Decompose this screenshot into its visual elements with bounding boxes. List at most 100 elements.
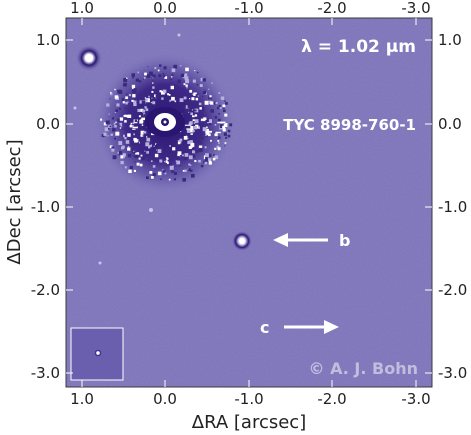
speckle	[198, 159, 201, 163]
speckle	[141, 156, 146, 161]
speckle	[164, 160, 166, 163]
speckle	[138, 80, 142, 83]
speckle	[171, 76, 173, 78]
speckle	[140, 134, 143, 137]
speckle	[184, 153, 189, 157]
speckle	[115, 131, 120, 136]
faint-source	[149, 208, 153, 212]
speckle	[194, 109, 197, 112]
speckle	[187, 140, 191, 145]
speckle	[198, 142, 200, 144]
speckle	[149, 171, 153, 174]
speckle	[153, 145, 155, 147]
speckle	[171, 170, 174, 173]
speckle	[209, 129, 212, 132]
speckle	[184, 73, 188, 77]
speckle	[189, 89, 193, 93]
speckle	[208, 100, 212, 105]
speckle	[185, 84, 188, 87]
x-ticks-bottom: 1.0 0.0 -1.0 -2.0 -3.0	[70, 390, 431, 408]
speckle	[204, 100, 209, 105]
speckle	[129, 99, 131, 101]
speckle	[136, 119, 138, 121]
speckle	[222, 109, 226, 113]
speckle	[214, 155, 219, 160]
speckle	[191, 173, 195, 178]
speckle	[222, 125, 226, 129]
speckle	[109, 98, 111, 100]
speckle	[168, 94, 171, 96]
speckle	[127, 153, 132, 158]
speckle	[165, 152, 167, 154]
speckle	[150, 104, 152, 107]
speckle	[177, 151, 182, 156]
speckle	[135, 154, 139, 159]
speckle	[190, 143, 195, 148]
speckle	[197, 95, 199, 97]
speckle	[213, 101, 217, 105]
speckle	[193, 92, 197, 96]
speckle	[115, 109, 118, 112]
speckle	[218, 113, 220, 115]
speckle	[194, 132, 196, 134]
speckle	[202, 95, 204, 98]
speckle	[213, 132, 215, 134]
x-tick-top: -2.0	[317, 0, 346, 17]
y-axis-title: ΔDec [arcsec]	[4, 139, 25, 264]
speckle	[126, 77, 128, 79]
speckle	[215, 101, 218, 105]
speckle	[139, 100, 143, 104]
speckle	[170, 78, 172, 81]
speckle	[112, 128, 116, 132]
speckle	[144, 100, 149, 105]
speckle	[143, 131, 148, 136]
speckle	[125, 140, 130, 144]
speckle	[114, 125, 117, 128]
speckle	[185, 67, 189, 72]
speckle	[186, 109, 189, 111]
speckle	[182, 74, 186, 79]
speckle	[163, 91, 165, 93]
speckle	[189, 140, 193, 144]
speckle	[192, 150, 195, 154]
speckle	[134, 119, 138, 123]
speckle	[167, 90, 169, 92]
speckle	[151, 144, 154, 147]
speckle	[222, 106, 225, 109]
speckle	[166, 157, 169, 160]
faint-source	[98, 261, 102, 265]
speckle	[121, 128, 123, 130]
speckle	[200, 136, 204, 140]
speckle-streak	[151, 133, 155, 136]
speckle	[146, 74, 151, 78]
speckle	[126, 117, 130, 121]
speckle	[223, 132, 228, 136]
speckle	[118, 124, 120, 126]
speckle	[131, 73, 135, 77]
speckle	[190, 126, 194, 130]
speckle	[107, 103, 110, 106]
y-tick-right: -2.0	[438, 281, 467, 299]
speckle	[125, 96, 128, 99]
speckle	[209, 160, 212, 163]
speckle	[205, 134, 207, 136]
speckle	[161, 90, 165, 95]
speckle	[133, 155, 135, 157]
speckle	[123, 136, 125, 138]
speckle	[172, 147, 176, 151]
speckle	[171, 96, 175, 101]
speckle	[114, 111, 117, 113]
tick-marks	[66, 18, 432, 387]
y-tick-right: 1.0	[438, 31, 462, 49]
speckle	[103, 132, 107, 136]
faint-source	[73, 106, 77, 110]
speckle	[213, 154, 215, 156]
speckle	[198, 145, 203, 149]
speckle	[188, 168, 191, 171]
speckle	[224, 142, 227, 144]
speckle	[112, 155, 117, 160]
speckle	[193, 122, 196, 124]
speckle	[208, 133, 211, 137]
speckle	[208, 88, 210, 90]
speckle	[187, 100, 191, 104]
